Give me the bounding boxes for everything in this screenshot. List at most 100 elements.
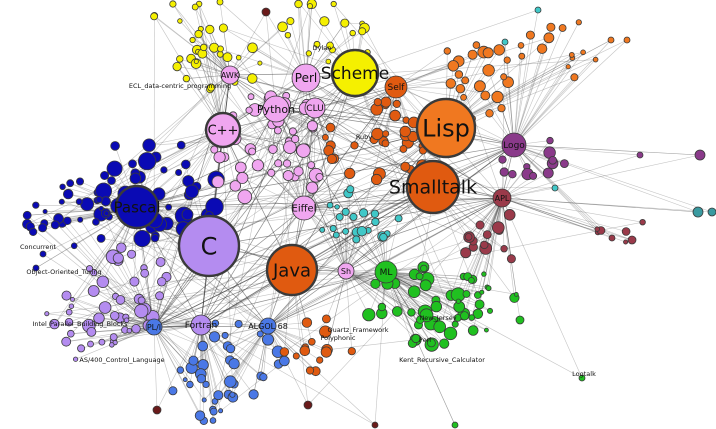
language-node[interactable] xyxy=(103,210,110,217)
language-node[interactable] xyxy=(251,159,264,172)
language-node[interactable] xyxy=(286,17,295,26)
language-node[interactable] xyxy=(226,343,236,354)
language-node[interactable] xyxy=(485,109,494,118)
language-node[interactable] xyxy=(211,175,225,189)
language-node[interactable] xyxy=(182,377,188,383)
language-node[interactable] xyxy=(107,176,116,185)
language-node[interactable] xyxy=(301,317,313,328)
language-node[interactable] xyxy=(513,291,519,297)
language-node[interactable] xyxy=(481,271,487,277)
language-node[interactable] xyxy=(210,145,219,154)
language-node[interactable] xyxy=(155,257,166,267)
language-node[interactable] xyxy=(75,198,83,206)
language-node[interactable] xyxy=(176,140,186,150)
language-node[interactable] xyxy=(267,168,276,177)
language-node[interactable] xyxy=(592,56,599,63)
language-node[interactable] xyxy=(70,242,78,250)
language-node[interactable] xyxy=(474,299,485,310)
language-node[interactable] xyxy=(237,189,253,205)
language-node[interactable] xyxy=(92,218,100,226)
language-node[interactable] xyxy=(344,167,356,179)
language-node[interactable] xyxy=(87,285,100,297)
language-node[interactable] xyxy=(188,355,199,366)
language-node[interactable] xyxy=(451,421,459,429)
language-node[interactable] xyxy=(279,355,290,367)
language-node[interactable] xyxy=(358,208,369,218)
language-node[interactable] xyxy=(224,375,237,388)
language-node[interactable] xyxy=(370,173,383,186)
language-node[interactable] xyxy=(636,151,644,159)
language-node[interactable] xyxy=(356,225,368,237)
language-node[interactable] xyxy=(419,279,432,292)
language-node[interactable] xyxy=(205,24,215,35)
language-node[interactable] xyxy=(155,291,165,301)
language-node[interactable] xyxy=(320,346,332,358)
hub-node-fortran[interactable] xyxy=(190,314,212,336)
language-node[interactable] xyxy=(349,29,356,37)
language-node[interactable] xyxy=(32,201,40,209)
hub-node-eiffel[interactable] xyxy=(291,195,317,221)
language-node[interactable] xyxy=(370,278,381,289)
language-node[interactable] xyxy=(62,188,74,200)
language-node[interactable] xyxy=(464,233,473,241)
language-node[interactable] xyxy=(245,106,253,114)
language-node[interactable] xyxy=(472,41,481,49)
language-node[interactable] xyxy=(293,166,304,177)
language-node[interactable] xyxy=(213,390,224,401)
language-node[interactable] xyxy=(315,172,324,181)
language-node[interactable] xyxy=(325,58,332,65)
language-node[interactable] xyxy=(112,252,124,264)
language-node[interactable] xyxy=(500,73,508,81)
language-node[interactable] xyxy=(283,140,297,154)
language-node[interactable] xyxy=(186,380,194,389)
language-node[interactable] xyxy=(73,356,79,362)
language-node[interactable] xyxy=(42,208,48,214)
language-node[interactable] xyxy=(529,171,538,180)
language-node[interactable] xyxy=(358,27,367,36)
language-node[interactable] xyxy=(503,56,511,64)
language-node[interactable] xyxy=(70,296,75,302)
language-node[interactable] xyxy=(68,303,75,309)
language-node[interactable] xyxy=(503,209,516,221)
language-node[interactable] xyxy=(140,268,150,278)
language-node[interactable] xyxy=(152,405,162,415)
language-node[interactable] xyxy=(129,276,140,287)
language-node[interactable] xyxy=(439,338,450,349)
language-node[interactable] xyxy=(330,0,337,8)
language-node[interactable] xyxy=(377,302,387,312)
language-node[interactable] xyxy=(294,0,303,9)
language-node[interactable] xyxy=(445,78,457,89)
language-node[interactable] xyxy=(58,198,65,205)
language-node[interactable] xyxy=(123,317,130,324)
language-node[interactable] xyxy=(86,265,94,273)
hub-node-c[interactable] xyxy=(177,214,241,278)
language-node[interactable] xyxy=(201,397,207,403)
language-node[interactable] xyxy=(268,144,278,155)
language-node[interactable] xyxy=(176,55,184,63)
language-node[interactable] xyxy=(473,80,486,93)
language-node[interactable] xyxy=(380,96,392,108)
hub-node-clu[interactable] xyxy=(304,97,326,119)
language-node[interactable] xyxy=(127,249,137,259)
language-node[interactable] xyxy=(443,326,458,341)
language-node[interactable] xyxy=(455,298,461,304)
language-node[interactable] xyxy=(486,307,493,314)
language-node[interactable] xyxy=(475,220,485,230)
language-node[interactable] xyxy=(66,179,75,188)
hub-node-lisp[interactable] xyxy=(415,97,477,159)
language-node[interactable] xyxy=(284,32,292,39)
language-node[interactable] xyxy=(451,320,459,328)
language-node[interactable] xyxy=(455,83,466,94)
language-node[interactable] xyxy=(189,36,196,44)
language-node[interactable] xyxy=(109,311,120,321)
language-node[interactable] xyxy=(332,231,340,239)
language-node[interactable] xyxy=(305,366,315,375)
language-node[interactable] xyxy=(623,239,629,245)
language-node[interactable] xyxy=(247,93,255,101)
language-node[interactable] xyxy=(399,145,408,153)
language-node[interactable] xyxy=(282,159,292,168)
language-node[interactable] xyxy=(515,315,525,325)
language-node[interactable] xyxy=(305,50,312,57)
language-node[interactable] xyxy=(480,240,489,250)
language-node[interactable] xyxy=(362,308,376,322)
